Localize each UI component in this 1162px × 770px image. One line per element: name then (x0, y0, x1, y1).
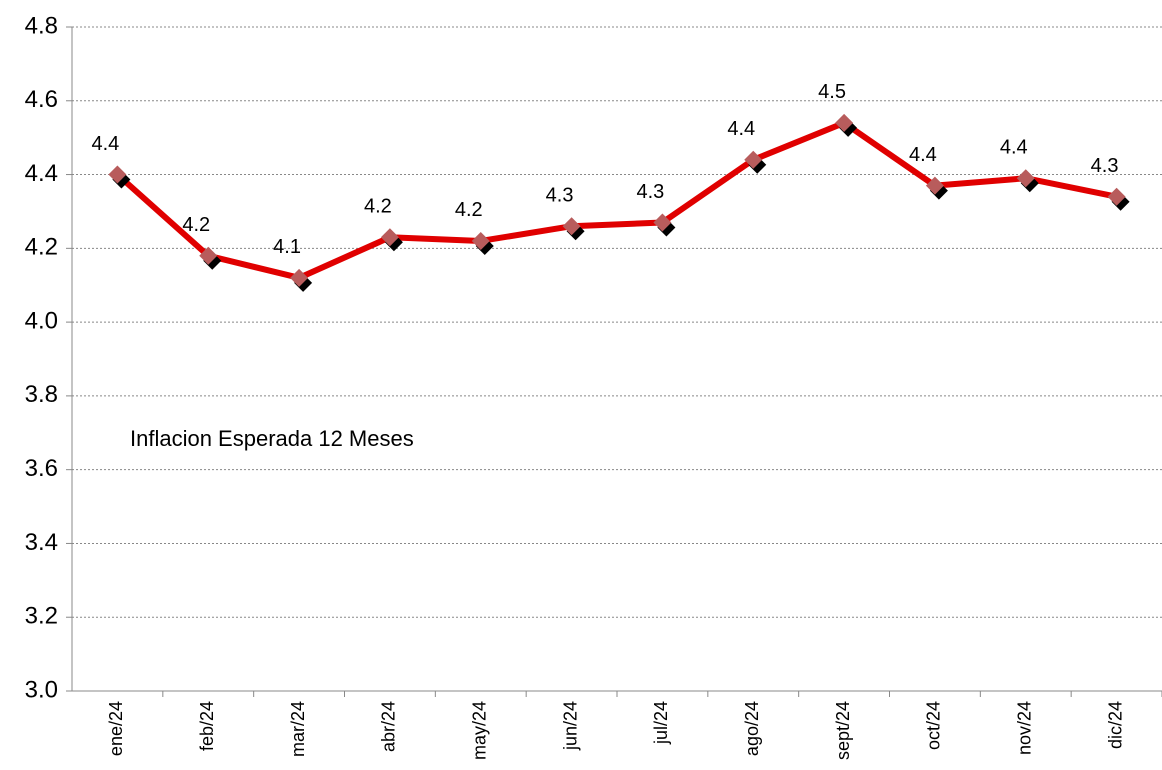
data-label: 4.4 (92, 133, 120, 155)
marker-face (290, 268, 309, 287)
marker (471, 231, 494, 255)
data-label: 4.3 (637, 181, 665, 203)
data-label: 4.2 (182, 214, 210, 236)
marker (562, 217, 585, 241)
x-tick-label: dic/24 (1105, 701, 1125, 749)
marker-face (562, 217, 581, 236)
marker (199, 246, 222, 270)
marker-face (199, 246, 218, 265)
y-tick-label: 4.0 (25, 307, 58, 334)
y-tick-label: 4.8 (25, 12, 58, 39)
data-label: 4.5 (818, 81, 846, 103)
marker-face (1107, 187, 1126, 206)
marker (108, 165, 131, 189)
x-tick-label: ago/24 (742, 701, 762, 756)
x-tick-label: oct/24 (924, 701, 944, 750)
data-label: 4.2 (455, 199, 483, 221)
marker-face (471, 231, 490, 250)
x-tick-label: ene/24 (106, 701, 126, 756)
x-tick-label: sept/24 (833, 701, 853, 760)
x-tick-label: jun/24 (560, 701, 580, 751)
marker-face (925, 176, 944, 195)
annotation: Inflacion Esperada 12 Meses (130, 426, 414, 451)
data-label: 4.4 (1000, 137, 1028, 159)
x-tick-label: abr/24 (379, 701, 399, 752)
x-tick-label: nov/24 (1015, 701, 1035, 755)
y-tick-label: 3.0 (25, 676, 58, 703)
marker-face (1016, 169, 1035, 188)
marker (835, 113, 858, 137)
x-tick-label: jul/24 (651, 701, 671, 745)
data-label: 4.3 (1091, 155, 1119, 177)
marker-face (744, 150, 763, 169)
marker (1107, 187, 1130, 211)
x-tick-label: feb/24 (197, 701, 217, 751)
marker (744, 150, 767, 174)
data-label: 4.1 (273, 236, 301, 258)
x-tick-label: may/24 (470, 701, 490, 760)
y-tick-label: 4.6 (25, 86, 58, 113)
marker (653, 213, 676, 237)
y-tick-label: 3.2 (25, 603, 58, 630)
marker-face (108, 165, 127, 184)
y-tick-label: 3.4 (25, 529, 58, 556)
line (115, 119, 1118, 281)
x-tick-label: mar/24 (288, 701, 308, 757)
marker-face (380, 228, 399, 247)
y-tick-label: 4.2 (25, 234, 58, 261)
data-label: 4.4 (727, 118, 755, 140)
y-tick-label: 3.8 (25, 381, 58, 408)
data-label: 4.3 (546, 184, 574, 206)
y-tick-label: 3.6 (25, 455, 58, 482)
marker (380, 228, 403, 252)
marker (925, 176, 948, 200)
marker-face (835, 113, 854, 132)
marker (1016, 169, 1039, 193)
marker-face (653, 213, 672, 232)
marker (290, 268, 313, 292)
data-label: 4.2 (364, 196, 392, 218)
y-tick-label: 4.4 (25, 160, 58, 187)
data-label: 4.4 (909, 144, 937, 166)
